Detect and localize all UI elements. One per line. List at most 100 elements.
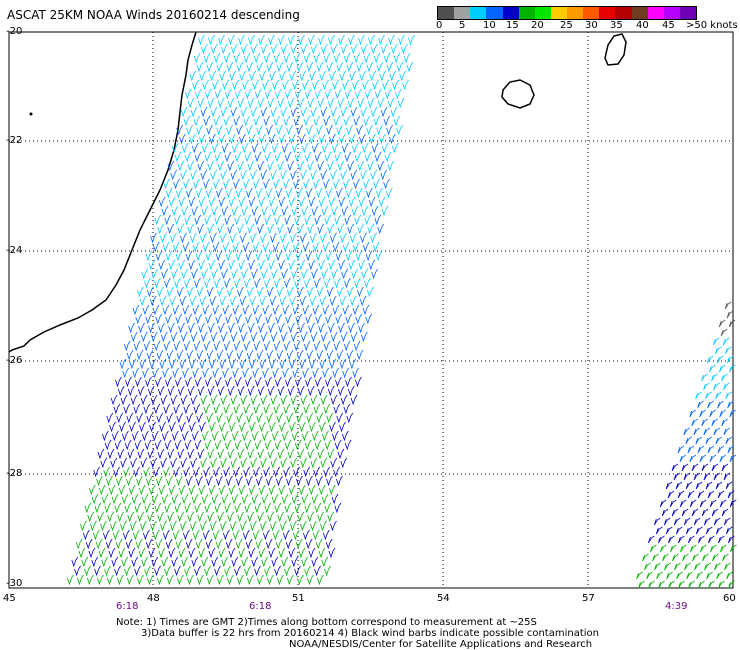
wind-barb — [188, 196, 196, 208]
wind-barb — [351, 205, 359, 217]
wind-barb — [263, 115, 271, 127]
wind-barb — [224, 565, 231, 577]
wind-barb — [283, 403, 291, 415]
wind-barb — [219, 70, 227, 82]
wind-barb — [129, 358, 137, 370]
wind-barb — [279, 358, 287, 370]
wind-barb — [220, 169, 228, 181]
wind-barb — [208, 547, 216, 559]
wind-barb — [223, 340, 231, 352]
wind-barb — [137, 574, 144, 586]
wind-barb — [270, 394, 278, 406]
colorbar-swatch — [502, 7, 519, 19]
wind-barb — [144, 439, 152, 451]
wind-barb — [189, 358, 197, 370]
wind-barb — [248, 196, 256, 208]
colorbar-swatch — [583, 7, 600, 19]
wind-barb — [198, 34, 205, 46]
wind-barb — [281, 493, 289, 505]
colorbar-swatch — [663, 7, 680, 19]
wind-barb — [158, 484, 166, 496]
wind-barb — [148, 322, 155, 334]
wind-barb — [93, 466, 101, 478]
wind-barb — [253, 52, 261, 64]
wind-barb — [149, 358, 157, 370]
colorbar-label: 10 — [483, 20, 496, 31]
wind-barb — [298, 34, 305, 46]
wind-barb — [226, 349, 234, 361]
wind-barb — [140, 520, 147, 532]
wind-barb — [254, 277, 261, 289]
wind-barb — [90, 520, 97, 532]
wind-barb — [249, 70, 257, 82]
wind-barb — [214, 439, 222, 451]
wind-barb — [167, 223, 175, 235]
colorbar-label: 25 — [560, 20, 573, 31]
wind-barb — [206, 124, 214, 136]
wind-barb — [300, 394, 308, 406]
wind-barb — [263, 529, 270, 541]
wind-barb — [688, 535, 695, 544]
wind-barb — [202, 430, 209, 442]
wind-barb — [227, 97, 235, 109]
wind-barb — [120, 520, 127, 532]
wind-barb — [164, 565, 171, 577]
wind-barb — [223, 52, 231, 64]
wind-barb — [638, 580, 645, 589]
wind-barb — [94, 565, 101, 577]
lat-label: -24 — [6, 245, 23, 256]
note-line-1: Note: 1) Times are GMT 2)Times along bot… — [116, 617, 537, 628]
wind-barb — [355, 250, 363, 262]
wind-barb — [170, 232, 177, 244]
wind-barb — [233, 340, 241, 352]
wind-barb — [291, 142, 299, 154]
wind-barb — [186, 349, 194, 361]
wind-barb — [219, 358, 227, 370]
wind-barb — [385, 88, 392, 100]
wind-barb — [192, 367, 200, 379]
wind-barb — [155, 250, 163, 262]
wind-barb — [184, 151, 192, 163]
wind-barb — [362, 79, 369, 91]
wind-barb — [294, 214, 302, 226]
wind-barb — [365, 88, 372, 100]
wind-barb — [209, 295, 217, 307]
wind-barb — [254, 565, 261, 577]
wind-barb — [291, 205, 299, 217]
wind-barb — [352, 367, 360, 379]
wind-barb — [332, 304, 340, 316]
wind-barb — [344, 151, 352, 163]
wind-barb — [690, 544, 697, 553]
wind-barb — [230, 106, 238, 118]
wind-barb — [124, 502, 132, 514]
wind-barb — [343, 340, 351, 352]
wind-barb — [309, 70, 317, 82]
wind-barb — [344, 439, 352, 451]
wind-barb — [292, 304, 300, 316]
wind-barb — [362, 241, 370, 253]
wind-barb — [281, 142, 289, 154]
wind-barb — [316, 412, 324, 424]
wind-barb — [113, 403, 121, 415]
wind-barb — [317, 385, 325, 397]
wind-barb — [232, 430, 239, 442]
wind-barb — [287, 511, 295, 523]
wind-barb — [252, 79, 259, 91]
wind-barb — [256, 61, 264, 73]
wind-barb — [230, 169, 238, 181]
wind-barb — [728, 535, 735, 544]
wind-barb — [227, 574, 234, 586]
colorbar-swatch — [438, 7, 455, 19]
wind-barb — [259, 358, 267, 370]
wind-barb — [189, 421, 196, 433]
wind-barb — [697, 445, 705, 454]
wind-speed-colorbar — [437, 6, 697, 20]
wind-barb — [386, 124, 394, 136]
wind-barb — [333, 403, 341, 415]
wind-barb — [722, 553, 729, 562]
wind-barb — [283, 52, 291, 64]
wind-barb — [293, 466, 301, 478]
wind-barb — [168, 259, 176, 271]
wind-barb — [174, 277, 181, 289]
